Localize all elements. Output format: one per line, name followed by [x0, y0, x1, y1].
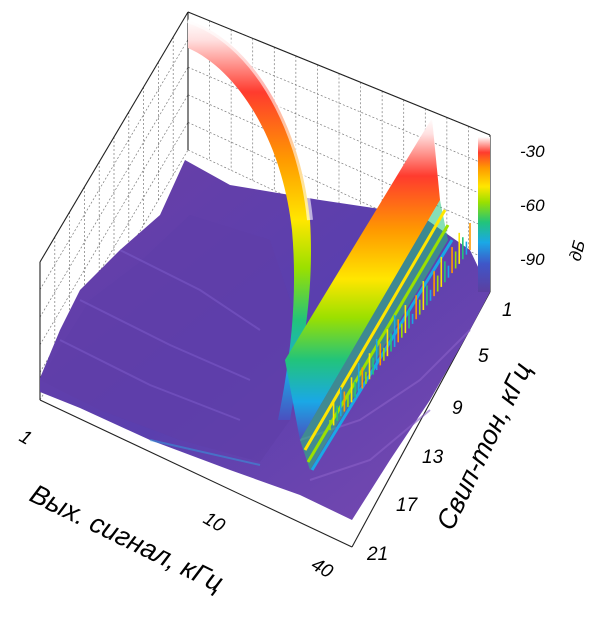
- y-tick: 13: [422, 447, 444, 468]
- z-axis-ticks: -30 -60 -90 дБ: [520, 142, 589, 269]
- grid-line: [187, 66, 491, 199]
- y-axis-title: Свип-тон, кГц: [430, 358, 537, 535]
- y-tick: 9: [452, 398, 463, 419]
- z-tick: -30: [520, 142, 545, 161]
- fundamental-ridge: [187, 17, 313, 420]
- grid-line: [39, 39, 189, 290]
- grid-line: [39, 67, 189, 318]
- colorbar-gradient: [478, 137, 490, 292]
- z-tick: -90: [520, 250, 545, 269]
- y-tick: 5: [478, 346, 489, 367]
- x-tick: 40: [308, 554, 337, 583]
- grid-line: [187, 94, 491, 230]
- colorbar: [478, 137, 490, 292]
- x-tick: 10: [200, 508, 229, 537]
- grid-line: [39, 94, 189, 345]
- y-tick: 1: [502, 300, 513, 321]
- spectral-spikes: [329, 223, 471, 430]
- z-tick: -60: [520, 196, 545, 215]
- y-tick: 21: [366, 544, 388, 565]
- harmonic-ridge: [285, 118, 454, 471]
- z-axis-title: дБ: [566, 238, 590, 263]
- x-axis-title: Вых. сигнал, кГц: [25, 478, 228, 597]
- x-tick: 1: [16, 426, 36, 449]
- y-tick: 17: [396, 495, 419, 516]
- grid-line: [187, 39, 491, 167]
